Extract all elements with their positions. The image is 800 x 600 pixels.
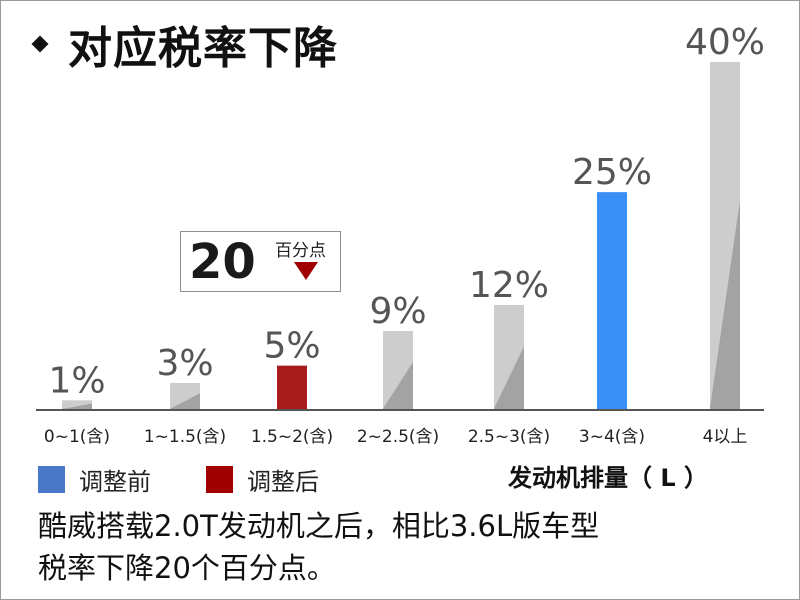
x-tick-label-0: 0~1(含) (44, 427, 110, 447)
bar-shade-lower-3 (383, 362, 413, 409)
value-label-5: 25% (572, 152, 652, 193)
callout-value: 20 (189, 234, 256, 290)
value-label-4: 12% (469, 265, 549, 306)
chart-title: 对应税率下降 (68, 23, 338, 74)
legend-item-before: 调整前 (38, 462, 151, 496)
x-tick-label-4: 2.5~3(含) (468, 427, 550, 447)
legend-swatch-before (38, 465, 65, 493)
bar-0 (62, 400, 92, 409)
title-row: 对应税率下降 (31, 14, 338, 74)
bar-shade-lower-0 (62, 403, 92, 409)
callout-unit: 百分点 (275, 241, 326, 261)
caption-line-1: 酷威搭载2.0T发动机之后，相比3.6L版车型 (38, 509, 600, 543)
x-tick-label-2: 1.5~2(含) (251, 427, 333, 447)
x-tick-label-3: 2~2.5(含) (357, 427, 439, 447)
legend-swatch-after (206, 465, 233, 493)
value-label-0: 1% (48, 360, 105, 401)
bar-shade-5 (597, 278, 627, 409)
down-arrow-icon (294, 262, 318, 280)
value-label-2: 5% (263, 326, 320, 367)
decrease-callout: 20 百分点 (180, 231, 341, 292)
caption-line-2: 税率下降20个百分点。 (38, 551, 336, 585)
value-label-1: 3% (156, 343, 213, 384)
x-tick-label-1: 1~1.5(含) (144, 427, 226, 447)
value-label-3: 9% (369, 291, 426, 332)
bar-shade-lower-4 (494, 346, 524, 409)
x-tick-label-5: 3~4(含) (579, 427, 645, 447)
caption: 酷威搭载2.0T发动机之后，相比3.6L版车型 税率下降20个百分点。 (38, 505, 788, 589)
legend-label-after: 调整后 (247, 467, 319, 496)
value-label-6: 40% (685, 22, 765, 63)
bar-shade-2 (277, 382, 307, 409)
x-axis-title: 发动机排量（ L ） (508, 464, 709, 492)
bar-shade-lower-6 (710, 200, 740, 409)
bar-shade-lower-1 (170, 393, 200, 409)
legend-label-before: 调整前 (79, 467, 151, 496)
x-tick-label-6: 4以上 (703, 427, 748, 447)
legend-item-after: 调整后 (206, 462, 319, 496)
